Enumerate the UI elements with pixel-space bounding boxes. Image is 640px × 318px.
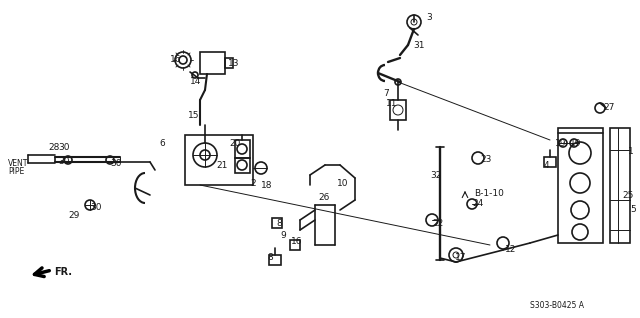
Text: FR.: FR. [54,267,72,277]
Text: 21: 21 [216,162,227,170]
Bar [185,135,253,185]
Text: 32: 32 [430,170,442,179]
Text: S303-B0425 A: S303-B0425 A [530,301,584,309]
Text: 3: 3 [426,12,432,22]
Bar [225,58,233,68]
Bar [269,255,281,265]
Text: 28: 28 [48,142,60,151]
Text: 7: 7 [383,89,388,99]
Text: 30: 30 [90,204,102,212]
Bar [290,240,300,250]
Bar [390,100,406,120]
Text: 19: 19 [570,139,582,148]
Text: 16: 16 [291,237,303,245]
Bar [235,140,250,158]
Text: 16: 16 [170,56,182,65]
Bar [558,128,603,243]
Text: 30: 30 [110,158,122,168]
Text: 9: 9 [280,231,285,239]
Text: 30: 30 [58,142,70,151]
Text: 2: 2 [250,179,255,189]
Text: 20: 20 [229,139,241,148]
Text: 8: 8 [267,252,273,261]
Text: 30: 30 [58,157,70,167]
Text: 22: 22 [432,218,444,227]
Text: 8: 8 [276,219,282,229]
Text: 14: 14 [190,78,202,86]
Text: PIPE: PIPE [8,167,24,176]
Bar [610,128,630,243]
Text: 13: 13 [228,59,239,68]
Text: 29: 29 [68,211,79,219]
Text: 27: 27 [603,102,614,112]
Text: 19: 19 [555,139,566,148]
Text: B-1-10: B-1-10 [474,190,504,198]
Text: 5: 5 [630,205,636,215]
Text: 15: 15 [188,112,200,121]
Text: 18: 18 [261,181,273,190]
Text: 25: 25 [622,190,634,199]
Text: 4: 4 [544,161,550,169]
Text: 23: 23 [480,155,492,163]
Text: 31: 31 [413,40,424,50]
Text: 6: 6 [159,139,164,148]
Bar [200,52,225,74]
Text: 12: 12 [505,245,516,253]
Text: 17: 17 [455,252,467,261]
Bar [272,218,282,228]
Bar [235,158,250,173]
Text: 11: 11 [386,100,397,108]
Text: 10: 10 [337,178,349,188]
Bar [544,157,556,167]
Text: 26: 26 [318,192,330,202]
Text: 1: 1 [628,148,634,156]
Text: VENT: VENT [8,158,28,168]
Text: 24: 24 [472,199,483,209]
